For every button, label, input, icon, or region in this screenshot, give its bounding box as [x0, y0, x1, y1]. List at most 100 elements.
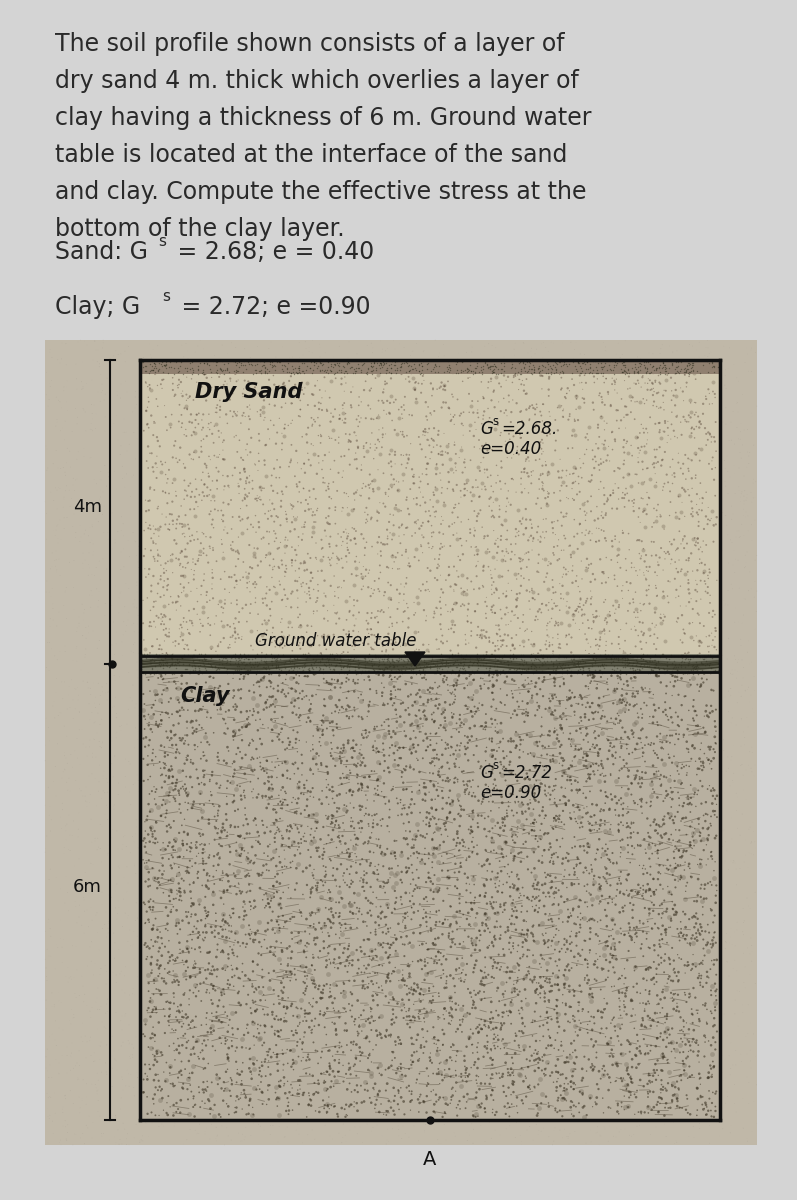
Point — [204, 637, 217, 656]
Point — [467, 403, 480, 422]
Point — [544, 838, 557, 857]
Point — [681, 977, 693, 996]
Point — [233, 648, 245, 667]
Point — [212, 473, 225, 492]
Point — [380, 972, 393, 991]
Point — [325, 390, 338, 409]
Point — [458, 726, 471, 745]
Point — [449, 616, 461, 635]
Point — [408, 1010, 421, 1030]
Point — [135, 568, 147, 587]
Point — [164, 350, 177, 370]
Point — [89, 748, 102, 767]
Point — [665, 833, 678, 852]
Point — [605, 978, 618, 997]
Point — [550, 462, 563, 481]
Point — [430, 640, 443, 659]
Point — [677, 926, 689, 946]
Point — [184, 713, 197, 732]
Point — [490, 456, 503, 475]
Point — [663, 568, 676, 587]
Point — [396, 527, 409, 546]
Point — [501, 1002, 513, 1021]
Point — [591, 548, 604, 568]
Point — [528, 570, 540, 589]
Point — [225, 649, 238, 668]
Point — [485, 1020, 497, 1039]
Point — [528, 784, 541, 803]
Point — [727, 504, 740, 523]
Point — [589, 350, 602, 370]
Point — [681, 662, 693, 682]
Point — [626, 845, 638, 864]
Point — [507, 806, 520, 826]
Point — [489, 868, 502, 887]
Point — [465, 661, 478, 680]
Point — [558, 674, 571, 694]
Point — [716, 446, 728, 466]
Point — [328, 1051, 341, 1070]
Point — [519, 930, 532, 949]
Point — [383, 792, 395, 811]
Point — [731, 521, 744, 540]
Point — [56, 768, 69, 787]
Point — [245, 354, 257, 373]
Point — [369, 804, 382, 823]
Point — [474, 1031, 487, 1050]
Point — [552, 629, 564, 648]
Point — [324, 539, 336, 558]
Point — [480, 930, 493, 949]
Point — [343, 602, 355, 622]
Point — [408, 352, 421, 371]
Point — [578, 530, 591, 550]
Point — [101, 683, 114, 702]
Point — [87, 1052, 100, 1072]
Point — [314, 644, 327, 664]
Point — [511, 584, 524, 604]
Point — [571, 1058, 584, 1078]
Point — [599, 815, 611, 834]
Point — [100, 559, 113, 578]
Point — [162, 364, 175, 383]
Point — [341, 498, 354, 517]
Point — [657, 374, 669, 394]
Point — [342, 662, 355, 682]
Point — [630, 562, 642, 581]
Point — [355, 479, 368, 498]
Point — [731, 653, 744, 672]
Point — [687, 1020, 700, 1039]
Point — [669, 895, 681, 914]
Point — [543, 595, 556, 614]
Point — [567, 464, 579, 484]
Point — [431, 1042, 444, 1061]
Point — [104, 727, 117, 746]
Point — [324, 660, 337, 679]
Point — [690, 829, 703, 848]
Point — [730, 1103, 743, 1122]
Point — [533, 806, 546, 826]
Point — [238, 736, 251, 755]
Point — [344, 613, 357, 632]
Point — [248, 547, 261, 566]
Point — [445, 1091, 457, 1110]
Point — [245, 1064, 258, 1084]
Point — [731, 392, 744, 412]
Point — [437, 1034, 450, 1054]
Point — [483, 490, 496, 509]
Point — [293, 565, 306, 584]
Point — [540, 757, 552, 776]
Point — [186, 683, 198, 702]
Point — [317, 1006, 330, 1025]
Point — [85, 395, 98, 414]
Point — [211, 743, 224, 762]
Point — [422, 824, 434, 844]
Point — [214, 570, 227, 589]
Point — [556, 1064, 569, 1084]
Point — [259, 548, 272, 568]
Point — [324, 517, 337, 536]
Point — [552, 421, 564, 440]
Point — [427, 758, 440, 778]
Point — [434, 619, 447, 638]
Point — [681, 534, 693, 553]
Point — [422, 692, 434, 712]
